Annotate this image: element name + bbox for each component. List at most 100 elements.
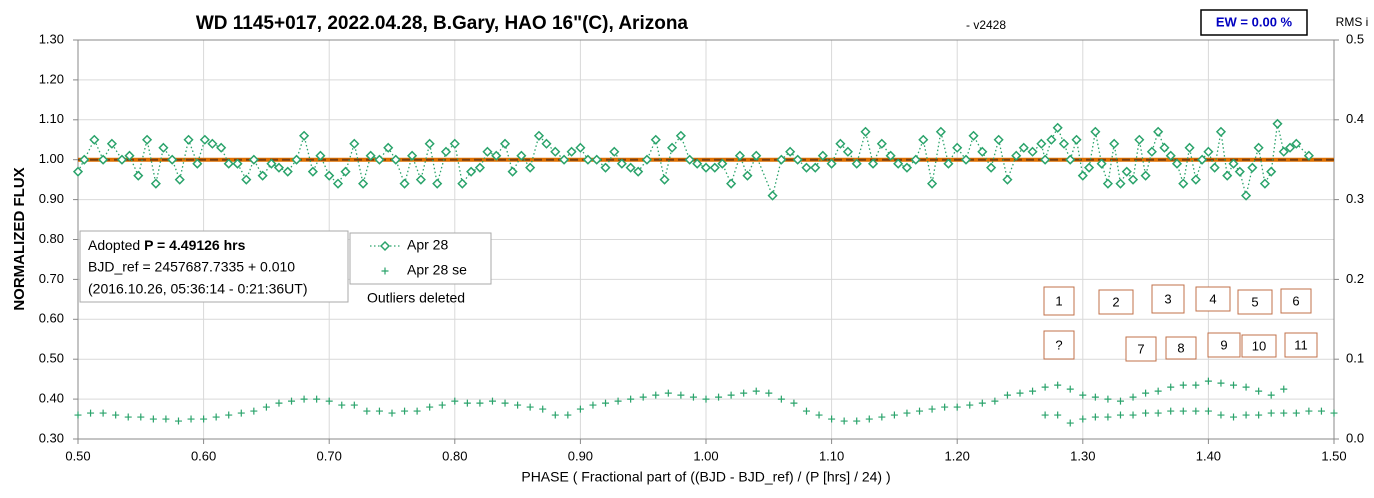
y2-tick-label: 0.3 [1346, 191, 1364, 206]
data-point [625, 162, 636, 173]
info-bjd: BJD_ref = 2457687.7335 + 0.010 [88, 259, 295, 275]
data-point [1192, 407, 1200, 415]
data-point [415, 174, 426, 185]
y-tick-label: 0.60 [39, 311, 64, 326]
data-point [1104, 413, 1112, 421]
data-point [137, 413, 145, 421]
data-point [901, 162, 913, 173]
y-tick-label: 1.00 [39, 151, 64, 166]
data-point [89, 134, 100, 145]
y-tick-label: 1.10 [39, 111, 64, 126]
data-point [150, 178, 161, 189]
x-tick-label: 1.20 [945, 448, 970, 463]
y-tick-label: 0.90 [39, 191, 64, 206]
plot-border [77, 39, 1335, 440]
marker-box [1098, 289, 1134, 315]
y2-axis-title: RMS i [1336, 15, 1369, 29]
data-point [609, 146, 620, 157]
data-point [1054, 381, 1062, 389]
y-tick-label: 1.30 [39, 31, 64, 46]
data-point [893, 158, 904, 169]
marker-box [1043, 330, 1075, 360]
x-tick-label: 1.50 [1321, 448, 1346, 463]
data-point [659, 174, 670, 185]
y-tick-label: 0.70 [39, 271, 64, 286]
data-point [174, 174, 185, 185]
data-point [918, 134, 929, 145]
data-point [183, 134, 194, 145]
data-point [1011, 150, 1022, 161]
data-point [1071, 134, 1082, 145]
data-point [192, 158, 203, 169]
data-point [726, 178, 737, 189]
y-tick-label: 0.30 [39, 430, 64, 445]
data-point [1192, 381, 1200, 389]
data-point [1041, 411, 1049, 419]
data-point [564, 411, 572, 419]
marker-box-label: 3 [1164, 291, 1171, 306]
data-point [1280, 409, 1288, 417]
data-point [1109, 138, 1120, 149]
data-point [399, 178, 410, 189]
data-point [1292, 409, 1300, 417]
data-point [340, 166, 351, 177]
data-point [641, 154, 653, 165]
x-tick-label: 0.70 [317, 448, 342, 463]
data-point [325, 397, 333, 405]
data-point [491, 150, 502, 161]
data-point [1153, 126, 1164, 137]
data-point [1266, 166, 1277, 177]
data-point [885, 150, 896, 161]
marker-box [1165, 336, 1197, 360]
data-point [1330, 409, 1338, 417]
data-point [600, 162, 611, 173]
data-point [709, 162, 720, 173]
data-point [266, 158, 277, 169]
data-point [1234, 166, 1245, 177]
data-point [388, 409, 396, 417]
data-point [1242, 411, 1250, 419]
chart-subtitle: - v2428 [966, 18, 1006, 32]
data-point [167, 154, 178, 165]
data-point [299, 130, 310, 141]
data-point [817, 150, 828, 161]
data-point [74, 411, 82, 419]
data-point [752, 387, 760, 395]
data-point [449, 138, 460, 149]
data-point [1146, 146, 1157, 157]
data-point [639, 393, 647, 401]
data-point [1215, 126, 1227, 137]
data-point [1116, 411, 1124, 419]
data-point [1090, 126, 1101, 137]
marker-box [1284, 332, 1318, 358]
data-point [903, 409, 911, 417]
data-point [1255, 411, 1263, 419]
data-point [776, 154, 787, 165]
data-point [1197, 154, 1208, 165]
data-point [365, 150, 376, 161]
data-point [1280, 385, 1288, 393]
data-point [689, 393, 697, 401]
data-point [767, 190, 778, 201]
data-point [440, 146, 452, 157]
marker-box-label: ? [1055, 337, 1062, 352]
data-point [112, 411, 120, 419]
data-point [667, 142, 678, 153]
data-point [142, 134, 153, 145]
data-point [1127, 174, 1139, 185]
data-point [463, 399, 471, 407]
data-point [860, 126, 871, 137]
data-point [740, 389, 748, 397]
data-point [876, 138, 887, 149]
data-point [1241, 190, 1252, 201]
marker-box [1207, 332, 1241, 358]
data-point [715, 393, 723, 401]
marker-box [1241, 334, 1277, 358]
data-point [765, 389, 773, 397]
y2-tick-label: 0.1 [1346, 351, 1364, 366]
data-point [928, 405, 936, 413]
x-tick-label: 0.90 [568, 448, 593, 463]
x-tick-label: 0.60 [191, 448, 216, 463]
marker-box [1195, 286, 1231, 312]
